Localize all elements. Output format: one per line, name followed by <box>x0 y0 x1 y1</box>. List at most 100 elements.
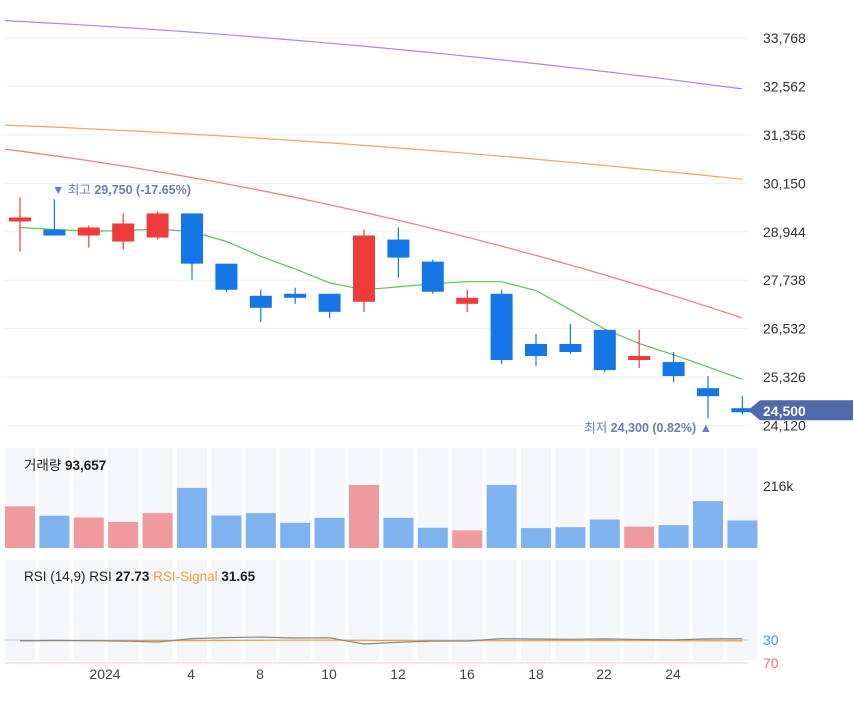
volume-bar <box>142 513 173 548</box>
candle <box>525 333 547 367</box>
price-tick-label: 24,120 <box>763 418 806 434</box>
candle-body <box>112 223 135 242</box>
volume-bar <box>555 527 586 548</box>
price-tick-label: 30,150 <box>763 175 806 191</box>
rsi-legend: RSI (14,9) RSI 27.73 RSI-Signal 31.65 <box>24 569 256 584</box>
candle <box>628 329 651 369</box>
x-axis-label: 8 <box>256 666 264 682</box>
price-tick-label: 25,326 <box>763 369 806 385</box>
volume-bars <box>5 485 758 548</box>
rsi-stripe <box>521 560 551 660</box>
candle-body <box>43 229 66 236</box>
x-axis-label: 18 <box>528 666 544 682</box>
rsi-stripe <box>5 560 35 660</box>
candle-body <box>9 217 31 222</box>
volume-bar <box>108 521 139 548</box>
volume-bar <box>658 525 689 548</box>
rsi-stripe <box>349 560 379 660</box>
current-price-badge: 24,500 <box>748 400 853 421</box>
price-tick-label: 28,944 <box>763 224 806 240</box>
moving-average-line <box>4 20 743 90</box>
candle-body <box>490 293 513 361</box>
candle-body <box>387 239 410 258</box>
x-axis-label: 16 <box>459 666 475 682</box>
rsi-stripe <box>555 560 586 660</box>
volume-bar <box>486 485 517 548</box>
candle-body <box>77 227 100 236</box>
rsi-stripe <box>658 560 689 660</box>
candle <box>353 229 375 312</box>
candle-body <box>456 297 479 304</box>
rsi-stripe <box>142 560 173 660</box>
price-tick-label: 31,356 <box>763 127 806 143</box>
rsi-stripe <box>693 560 723 660</box>
rsi-level-label: 70 <box>763 655 779 671</box>
candle <box>318 293 341 318</box>
candle <box>215 263 238 292</box>
candle <box>284 287 307 304</box>
candle-body <box>593 329 616 371</box>
candle <box>490 289 513 365</box>
candle-body <box>353 235 375 302</box>
rsi-stripe <box>211 560 242 660</box>
volume-bar <box>383 517 414 548</box>
volume-bar <box>589 519 620 548</box>
rsi-stripe <box>314 560 345 660</box>
candle-body <box>318 293 341 312</box>
rsi-stripe <box>39 560 70 660</box>
rsi-stripe <box>177 560 207 660</box>
volume-bar <box>211 515 242 548</box>
x-axis-label: 22 <box>596 666 612 682</box>
candle <box>181 213 203 280</box>
rsi-stripe <box>280 560 311 660</box>
x-axis-label: 4 <box>187 666 195 682</box>
volume-bar <box>452 530 483 548</box>
x-axis-label: 2024 <box>89 666 120 682</box>
candle <box>43 199 66 236</box>
current-price-badge-text: 24,500 <box>763 403 806 419</box>
candle-body <box>628 356 651 361</box>
candle <box>249 289 272 322</box>
moving-average-line <box>19 226 743 380</box>
rsi-stripe <box>73 560 104 660</box>
current-price-badge-bg <box>748 400 853 421</box>
rsi-series-line <box>19 639 743 642</box>
panel-stripes <box>5 448 758 660</box>
candle <box>559 323 582 355</box>
volume-bar <box>73 517 104 548</box>
rsi-stripe <box>108 560 139 660</box>
candle <box>77 225 100 248</box>
candle-body <box>525 343 547 357</box>
volume-bar <box>314 517 345 548</box>
high-marker-label: ▼ 최고 29,750 (-17.65%) <box>52 183 191 197</box>
price-tick-label: 27,738 <box>763 272 806 288</box>
candle <box>662 352 685 383</box>
candle-body <box>662 362 685 377</box>
rsi-stripe <box>245 560 276 660</box>
volume-tick-label: 216k <box>763 478 794 494</box>
candle-body <box>697 388 719 397</box>
rsi-stripe <box>727 560 758 660</box>
x-axis-label: 10 <box>321 666 337 682</box>
volume-bar <box>624 526 655 548</box>
candle <box>112 213 135 250</box>
x-axis-label: 12 <box>390 666 406 682</box>
volume-bar <box>693 501 723 548</box>
candles <box>9 197 754 419</box>
candle-body <box>731 408 754 413</box>
candle <box>731 396 754 415</box>
volume-bar <box>245 513 276 548</box>
rsi-series-line <box>19 636 743 645</box>
candle-body <box>249 295 272 308</box>
candle <box>146 211 169 240</box>
rsi-stripe <box>452 560 483 660</box>
rsi-stripe <box>589 560 620 660</box>
candle <box>421 259 444 294</box>
price-tick-label: 26,532 <box>763 321 806 337</box>
volume-bar <box>727 520 758 548</box>
moving-average-line <box>4 148 743 319</box>
low-marker-label: 최저 24,300 (0.82%) ▲ <box>584 421 712 435</box>
candle-body <box>421 261 444 292</box>
